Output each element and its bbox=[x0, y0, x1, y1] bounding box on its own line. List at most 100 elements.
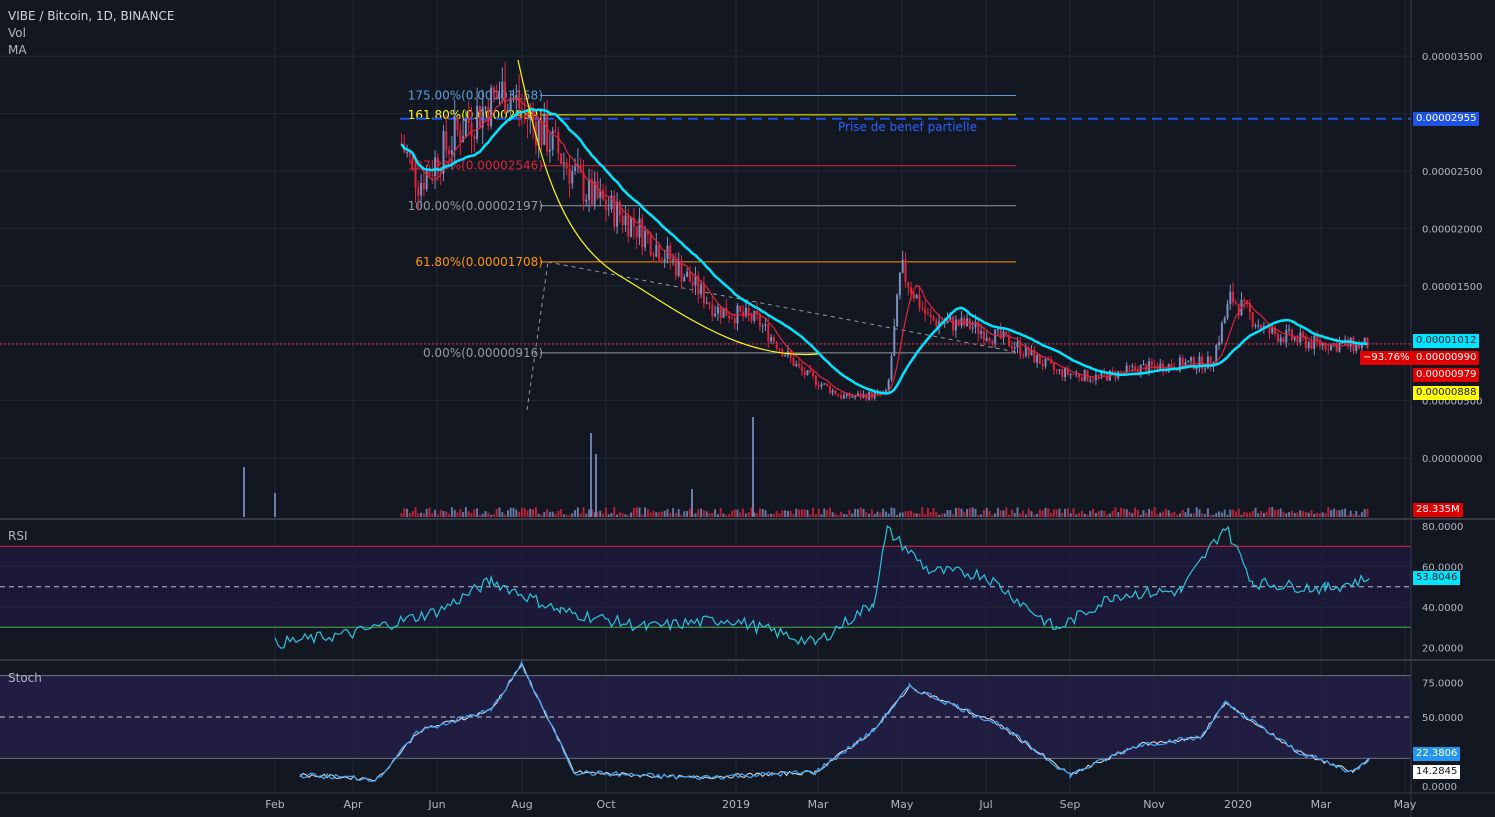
ma-indicator-label[interactable]: MA bbox=[8, 43, 27, 57]
candle-body bbox=[593, 181, 596, 205]
volume-bar bbox=[795, 508, 798, 517]
time-tick-label: Mar bbox=[1311, 798, 1332, 811]
candle-body bbox=[1134, 366, 1137, 370]
stoch-label[interactable]: Stoch bbox=[8, 671, 42, 685]
volume-bar bbox=[1005, 507, 1008, 517]
volume-bar bbox=[1237, 508, 1240, 517]
candle-body bbox=[630, 217, 633, 237]
volume-bar bbox=[1136, 509, 1139, 517]
rsi-label[interactable]: RSI bbox=[8, 529, 28, 543]
candle-body bbox=[1330, 343, 1333, 351]
candle-body bbox=[753, 310, 756, 321]
fib-level-label: 0.00%(0.00000916) bbox=[423, 346, 543, 360]
candle-body bbox=[985, 338, 988, 341]
volume-bar bbox=[1198, 509, 1201, 517]
volume-bar bbox=[582, 507, 585, 517]
candle-body bbox=[425, 170, 428, 190]
candle-body bbox=[1066, 368, 1069, 375]
candle-body bbox=[495, 93, 498, 99]
volume-bar bbox=[537, 513, 540, 517]
candle-body bbox=[1237, 303, 1240, 316]
trend-lines[interactable] bbox=[0, 261, 1411, 411]
candle-body bbox=[548, 149, 551, 152]
candle-body bbox=[557, 131, 560, 154]
volume-bar bbox=[495, 508, 498, 517]
candle-body bbox=[540, 120, 543, 145]
candle-body bbox=[812, 371, 815, 376]
volume-bar bbox=[957, 507, 960, 517]
volume-indicator-label[interactable]: Vol bbox=[8, 26, 26, 40]
volume-bar bbox=[658, 512, 661, 517]
candle-body bbox=[571, 170, 574, 184]
volume-bar bbox=[904, 511, 907, 517]
volume-bar bbox=[1064, 508, 1067, 517]
volume-bar bbox=[428, 507, 431, 517]
candle-body bbox=[420, 183, 423, 196]
candle-body bbox=[1016, 341, 1019, 348]
candle-body bbox=[1195, 367, 1198, 370]
volume-bar bbox=[1181, 509, 1184, 517]
time-tick-label: May bbox=[1394, 798, 1417, 811]
volume-bar bbox=[1274, 510, 1277, 517]
volume-bar bbox=[856, 509, 859, 517]
volume-bar bbox=[560, 509, 563, 517]
volume-bar bbox=[562, 514, 565, 517]
candle-body bbox=[896, 294, 899, 327]
volume-bar bbox=[613, 507, 616, 517]
candle-body bbox=[560, 153, 563, 164]
candle-body bbox=[1346, 339, 1349, 347]
time-tick-label: Mar bbox=[808, 798, 829, 811]
rsi-tick-label: 40.0000 bbox=[1422, 603, 1463, 614]
volume-bar bbox=[649, 512, 652, 517]
volume-bar bbox=[686, 511, 689, 517]
candle-body bbox=[1131, 366, 1134, 368]
volume-bar bbox=[879, 512, 882, 517]
time-axis[interactable]: Feb Apr Jun Aug Oct 2019 Mar May Jul Sep Nov 2020 Ma… bbox=[0, 792, 1495, 811]
candle-body bbox=[1223, 318, 1226, 324]
candle-body bbox=[935, 320, 938, 327]
volume-bar bbox=[1162, 511, 1165, 517]
candle-body bbox=[1100, 371, 1103, 376]
volume-bar bbox=[1103, 510, 1106, 517]
candle-body bbox=[834, 390, 837, 395]
candle-body bbox=[1120, 371, 1123, 373]
price-tick-label: 0.00001500 bbox=[1422, 282, 1482, 293]
candle-body bbox=[800, 366, 803, 372]
candle-body bbox=[1013, 347, 1016, 349]
volume-bar bbox=[806, 509, 809, 517]
candle-body bbox=[1111, 370, 1114, 372]
annotation-text[interactable]: Prise de benef partielle bbox=[838, 120, 977, 134]
candle-body bbox=[688, 271, 691, 282]
volume-bar bbox=[526, 510, 529, 517]
candle-body bbox=[949, 316, 952, 321]
candle-body bbox=[414, 161, 417, 188]
candle-body bbox=[1162, 363, 1165, 372]
rsi-band bbox=[0, 545, 1411, 628]
candle-body bbox=[1024, 346, 1027, 356]
candle-body bbox=[635, 226, 638, 238]
volume-bar bbox=[767, 514, 770, 517]
candle-body bbox=[669, 245, 672, 261]
chart-title[interactable]: VIBE / Bitcoin, 1D, BINANCE bbox=[8, 9, 175, 23]
volume-bar bbox=[1290, 510, 1293, 517]
volume-bar bbox=[616, 514, 619, 517]
volume-bar bbox=[660, 511, 663, 517]
volume-bar bbox=[1204, 514, 1207, 517]
volume-bar bbox=[722, 513, 725, 517]
time-tick-label: Sep bbox=[1060, 798, 1081, 811]
candle-body bbox=[1360, 342, 1363, 349]
candle-body bbox=[817, 385, 820, 387]
candle-body bbox=[697, 275, 700, 295]
price-axis[interactable]: 0.00003500 0.00002500 0.00002000 0.00001500… bbox=[1410, 0, 1482, 817]
volume-bar bbox=[411, 511, 414, 517]
volume-bar bbox=[607, 514, 610, 517]
volume-bar bbox=[912, 512, 915, 517]
candle-body bbox=[1302, 332, 1305, 337]
candle-body bbox=[616, 201, 619, 227]
volume-bar bbox=[842, 513, 845, 517]
volume-bar bbox=[1173, 511, 1176, 517]
candle-body bbox=[1187, 360, 1190, 363]
stoch-lines bbox=[299, 660, 1370, 782]
candle-body bbox=[932, 317, 935, 321]
